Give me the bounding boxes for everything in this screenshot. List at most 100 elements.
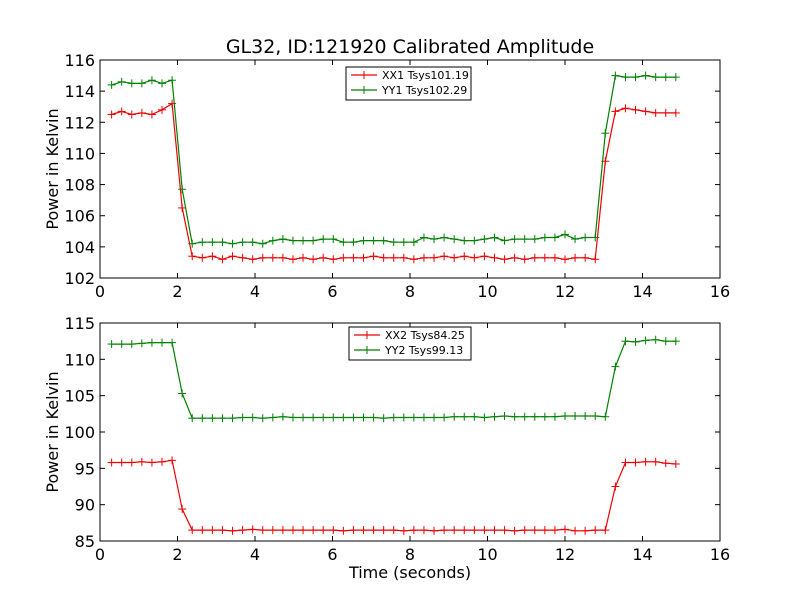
y-tick-label: 114 [64,82,95,101]
data-point [611,482,620,491]
data-point [571,235,580,244]
legend-label: YY1 Tsys102.29 [381,84,467,97]
data-point [601,129,610,138]
data-point [661,459,670,468]
data-point [530,253,539,262]
data-point [208,526,217,535]
data-point [369,526,378,535]
data-point [369,252,378,261]
data-point [379,253,388,262]
data-point [127,79,136,88]
data-point [450,253,459,262]
data-point [258,526,267,535]
data-point [399,526,408,535]
data-point [137,457,146,466]
data-point [550,253,559,262]
data-point [571,253,580,262]
data-point [440,252,449,261]
data-point [127,340,136,349]
data-point [107,458,116,467]
data-point [561,525,569,534]
data-point [147,76,156,85]
data-point [178,185,187,194]
data-point [238,253,247,262]
y-tick-label: 100 [64,423,95,442]
data-point [651,73,660,82]
x-tick-label: 12 [555,545,575,564]
x-tick-label: 2 [172,282,182,301]
data-point [329,413,338,422]
data-point [621,104,630,113]
data-point [430,526,439,535]
data-point [349,413,358,422]
legend-label: YY2 Tsys99.13 [384,344,463,357]
x-tick-label: 0 [95,545,105,564]
data-point [530,412,539,421]
data-point [490,233,499,242]
data-point [158,79,166,88]
data-point [591,412,600,421]
data-point [661,73,670,82]
y-tick-label: 104 [64,238,95,257]
x-tick-label: 0 [95,282,105,301]
data-point [631,73,640,82]
data-point [178,203,187,212]
data-point [591,255,600,264]
data-point [117,107,126,116]
data-point [359,413,368,422]
data-point [460,236,469,245]
x-tick-label: 6 [327,545,337,564]
data-point [359,236,368,245]
data-point [178,505,187,514]
data-point [571,412,580,421]
data-point [208,414,217,423]
data-point [399,253,408,262]
data-point [561,230,569,239]
data-point [208,238,217,247]
data-point [127,110,136,119]
y-tick-label: 90 [75,496,95,515]
y-tick-label: 108 [64,176,95,195]
x-tick-label: 4 [250,545,260,564]
data-point [591,233,600,242]
y-tick-label: 105 [64,387,95,406]
data-point [510,235,519,244]
x-tick-label: 16 [710,282,730,301]
data-point [339,253,348,262]
data-point [107,80,116,89]
data-point [621,458,630,467]
y-tick-label: 85 [75,532,95,551]
data-point [530,235,539,244]
data-point [147,458,156,467]
data-point [419,253,428,262]
data-point [238,238,247,247]
data-point [369,413,378,422]
data-point [671,73,680,82]
data-point [349,526,358,535]
x-tick-label: 4 [250,282,260,301]
data-point [198,238,207,247]
data-point [278,526,287,535]
data-point [671,108,680,117]
data-point [621,73,630,82]
legend-box [348,326,472,361]
data-point [631,105,640,114]
y-tick-label: 95 [75,459,95,478]
data-point [430,413,439,422]
data-point [500,255,509,264]
data-point [158,105,166,114]
x-tick-label: 12 [555,282,575,301]
data-point [258,239,267,248]
data-point [641,336,650,345]
data-point [168,76,177,85]
data-point [460,526,469,535]
y-axis-label: Power in Kelvin [43,371,62,492]
data-point [379,236,388,245]
data-point [661,108,670,117]
data-point [520,255,529,264]
data-point [329,235,338,244]
data-point [601,526,610,535]
data-point [500,412,509,421]
y-tick-label: 112 [64,113,95,132]
